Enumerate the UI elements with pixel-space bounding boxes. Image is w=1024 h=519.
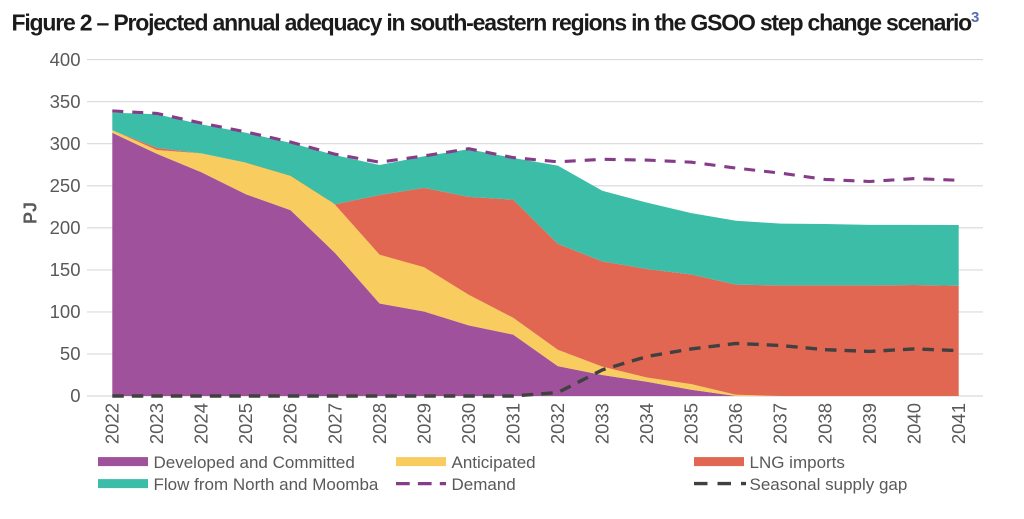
svg-text:300: 300	[50, 133, 81, 154]
svg-text:2032: 2032	[547, 403, 568, 444]
svg-text:100: 100	[50, 301, 81, 322]
svg-text:Seasonal supply gap: Seasonal supply gap	[750, 475, 908, 494]
svg-text:2041: 2041	[948, 403, 969, 444]
svg-text:250: 250	[50, 175, 81, 196]
svg-text:Demand: Demand	[452, 475, 516, 494]
svg-text:350: 350	[50, 91, 81, 112]
svg-text:2037: 2037	[770, 403, 791, 444]
svg-text:2026: 2026	[280, 403, 301, 444]
svg-text:0: 0	[70, 385, 80, 406]
svg-text:Developed and Committed: Developed and Committed	[154, 453, 355, 472]
svg-text:2030: 2030	[458, 403, 479, 444]
svg-text:Anticipated: Anticipated	[452, 453, 536, 472]
svg-text:2039: 2039	[859, 403, 880, 444]
svg-text:2031: 2031	[502, 403, 523, 444]
svg-text:2022: 2022	[102, 403, 123, 444]
svg-text:Flow from North and Moomba: Flow from North and Moomba	[154, 475, 379, 494]
svg-text:LNG imports: LNG imports	[750, 453, 845, 472]
svg-text:2034: 2034	[636, 403, 657, 444]
svg-text:2033: 2033	[592, 403, 613, 444]
svg-text:400: 400	[50, 49, 81, 70]
svg-text:PJ: PJ	[21, 202, 41, 224]
svg-text:2038: 2038	[814, 403, 835, 444]
svg-text:2027: 2027	[324, 403, 345, 444]
svg-text:150: 150	[50, 259, 81, 280]
svg-text:Figure 2 – Projected annual ad: Figure 2 – Projected annual adequacy in …	[12, 9, 980, 36]
svg-text:2023: 2023	[146, 403, 167, 444]
svg-text:2040: 2040	[903, 403, 924, 444]
svg-text:2029: 2029	[413, 403, 434, 444]
svg-text:2028: 2028	[369, 403, 390, 444]
svg-text:2035: 2035	[681, 403, 702, 444]
svg-text:2036: 2036	[725, 403, 746, 444]
svg-text:50: 50	[60, 343, 81, 364]
svg-text:2025: 2025	[235, 403, 256, 444]
svg-text:200: 200	[50, 217, 81, 238]
svg-text:2024: 2024	[191, 403, 212, 444]
